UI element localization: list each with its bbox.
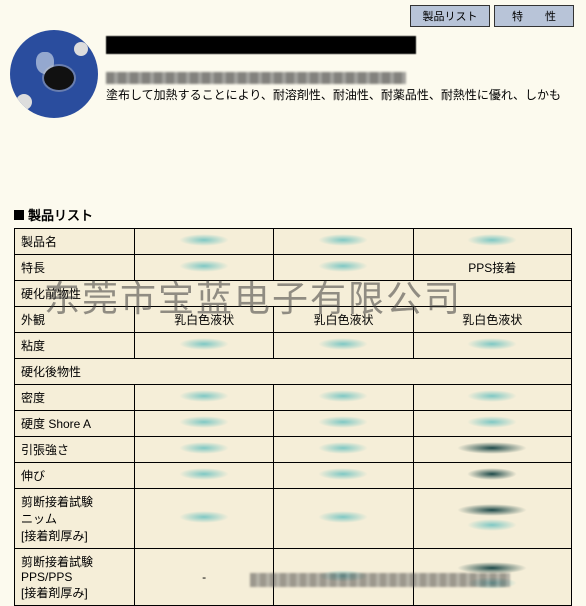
cell <box>274 255 413 281</box>
row-label-precure: 硬化前物性 <box>15 281 572 307</box>
hero-desc-line: 塗布して加熱することにより、耐溶剤性、耐油性、耐薬品性、耐熱性に優れ、しかも <box>106 88 561 102</box>
row-label-viscosity: 粘度 <box>15 333 135 359</box>
col-3-header <box>413 229 571 255</box>
row-label-appearance: 外観 <box>15 307 135 333</box>
cell: PPS接着 <box>413 255 571 281</box>
cell <box>413 385 571 411</box>
product-table: 製品名 特長 PPS接着 硬化前物性 外観 乳白色液状 乳白色液状 乳白色液状 … <box>14 228 572 606</box>
cell: 乳白色液状 <box>274 307 413 333</box>
cell <box>274 333 413 359</box>
cell <box>135 463 274 489</box>
redacted-text <box>106 72 406 84</box>
cell <box>135 333 274 359</box>
row-label-tensile: 引張強さ <box>15 437 135 463</box>
cell <box>135 489 274 549</box>
row-label-density: 密度 <box>15 385 135 411</box>
cell <box>274 437 413 463</box>
cell <box>274 411 413 437</box>
section-header: 製品リスト <box>14 205 93 224</box>
cell <box>135 411 274 437</box>
footer-redacted <box>250 573 510 587</box>
cell <box>413 333 571 359</box>
cell <box>413 437 571 463</box>
hero-image <box>10 30 98 118</box>
square-bullet-icon <box>14 210 24 220</box>
hero-title-redacted <box>106 36 416 54</box>
hero-section: 塗布して加熱することにより、耐溶剤性、耐油性、耐薬品性、耐熱性に優れ、しかも <box>10 30 561 118</box>
cell <box>135 255 274 281</box>
hero-description: 塗布して加熱することにより、耐溶剤性、耐油性、耐薬品性、耐熱性に優れ、しかも <box>106 68 561 104</box>
row-label-shear2: 剪断接着試験 PPS/PPS [接着剤厚み] <box>15 549 135 606</box>
col-1-header <box>135 229 274 255</box>
cell <box>413 489 571 549</box>
col-2-header <box>274 229 413 255</box>
cell <box>413 411 571 437</box>
row-label-elongation: 伸び <box>15 463 135 489</box>
cell <box>274 463 413 489</box>
tab-product-list[interactable]: 製品リスト <box>410 5 490 27</box>
row-label-postcure: 硬化後物性 <box>15 359 572 385</box>
cell <box>274 489 413 549</box>
cell <box>135 437 274 463</box>
cell <box>274 385 413 411</box>
tab-properties[interactable]: 特 性 <box>494 5 574 27</box>
cell: 乳白色液状 <box>135 307 274 333</box>
row-label-shear1: 剪断接着試験 ニッム [接着剤厚み] <box>15 489 135 549</box>
cell <box>413 463 571 489</box>
cell: 乳白色液状 <box>413 307 571 333</box>
row-label-name: 製品名 <box>15 229 135 255</box>
cell <box>135 385 274 411</box>
row-label-feature: 特長 <box>15 255 135 281</box>
row-label-hardness: 硬度 Shore A <box>15 411 135 437</box>
